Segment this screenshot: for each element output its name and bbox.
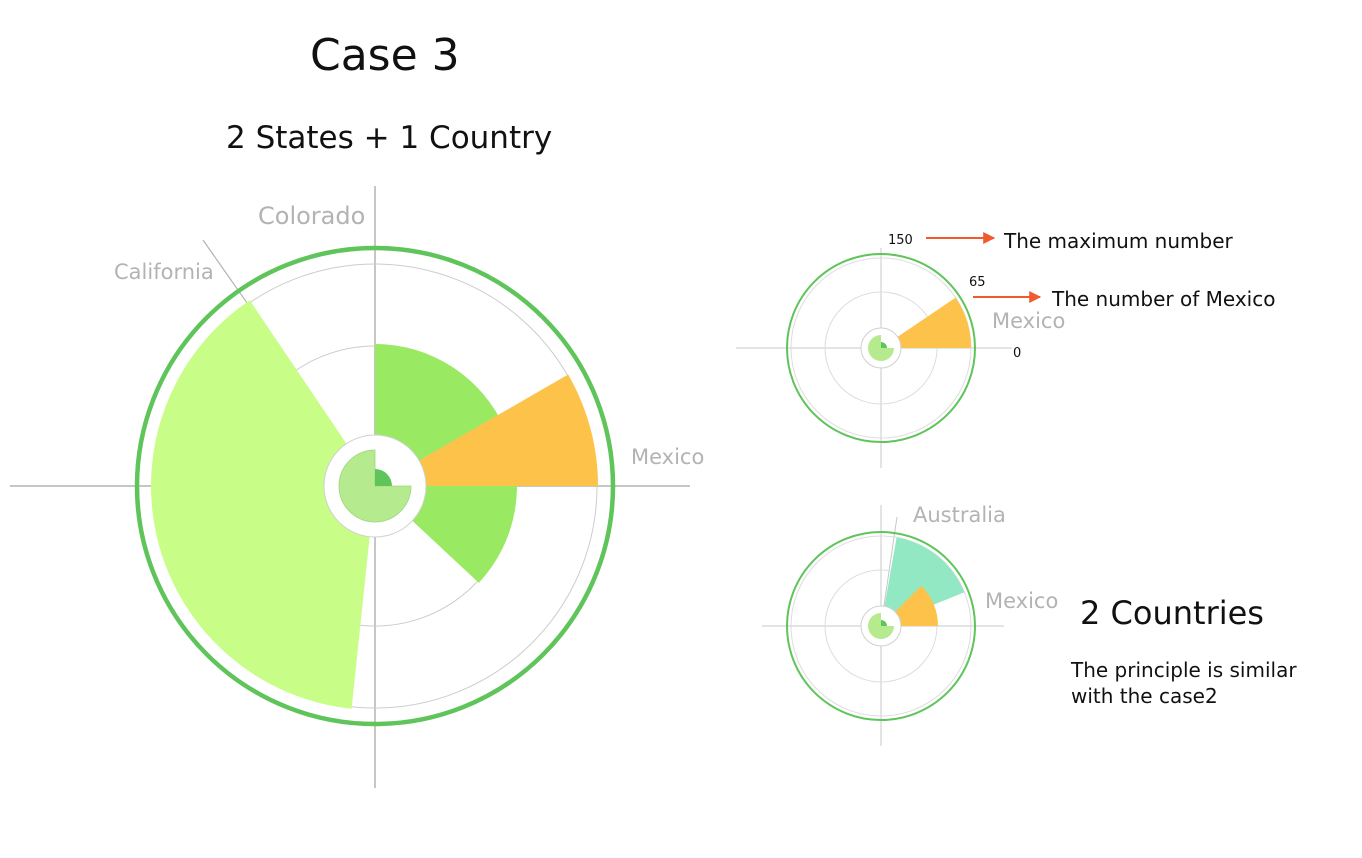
principle-note: The principle is similar with the case2 xyxy=(1071,657,1297,709)
small2-outer-ring xyxy=(786,531,976,721)
tick-value-label: 65 xyxy=(969,275,986,290)
small1-center-dot xyxy=(881,342,887,348)
tick-max-label: 150 xyxy=(888,233,913,248)
big-sector-california xyxy=(151,300,375,709)
two-countries-heading: 2 Countries xyxy=(1080,594,1264,632)
small2-center-dot xyxy=(881,620,887,626)
small1-sector-mexico xyxy=(881,297,971,348)
small2-grid-circle-outer xyxy=(790,535,972,717)
big-center-dot xyxy=(375,469,392,486)
small-chart-1: 150 65 0 Mexico The maximum number The n… xyxy=(736,229,1275,468)
page-title: Case 3 xyxy=(310,30,460,81)
page-subtitle: 2 States + 1 Country xyxy=(226,120,553,156)
small2-label-australia: Australia xyxy=(913,503,1006,527)
small1-outer-ring xyxy=(786,253,976,443)
annotation-mexico-number: The number of Mexico xyxy=(1051,287,1275,311)
small2-sector-australia xyxy=(881,537,965,626)
small2-label-mexico: Mexico xyxy=(985,589,1058,613)
small1-label-mexico: Mexico xyxy=(992,309,1065,333)
annotation-max-number: The maximum number xyxy=(1003,229,1234,253)
big-chart: Colorado California Mexico xyxy=(10,186,704,788)
label-california: California xyxy=(114,260,214,284)
label-colorado: Colorado xyxy=(258,202,365,230)
big-sector-mexico xyxy=(375,374,598,486)
label-mexico: Mexico xyxy=(631,445,704,469)
big-outer-ring xyxy=(134,245,616,727)
principle-note-line-1: The principle is similar xyxy=(1071,658,1297,682)
tick-zero-label: 0 xyxy=(1013,346,1021,361)
big-center-pie xyxy=(338,449,412,523)
small-chart-2: Australia Mexico xyxy=(762,503,1058,746)
principle-note-line-2: with the case2 xyxy=(1071,684,1218,708)
